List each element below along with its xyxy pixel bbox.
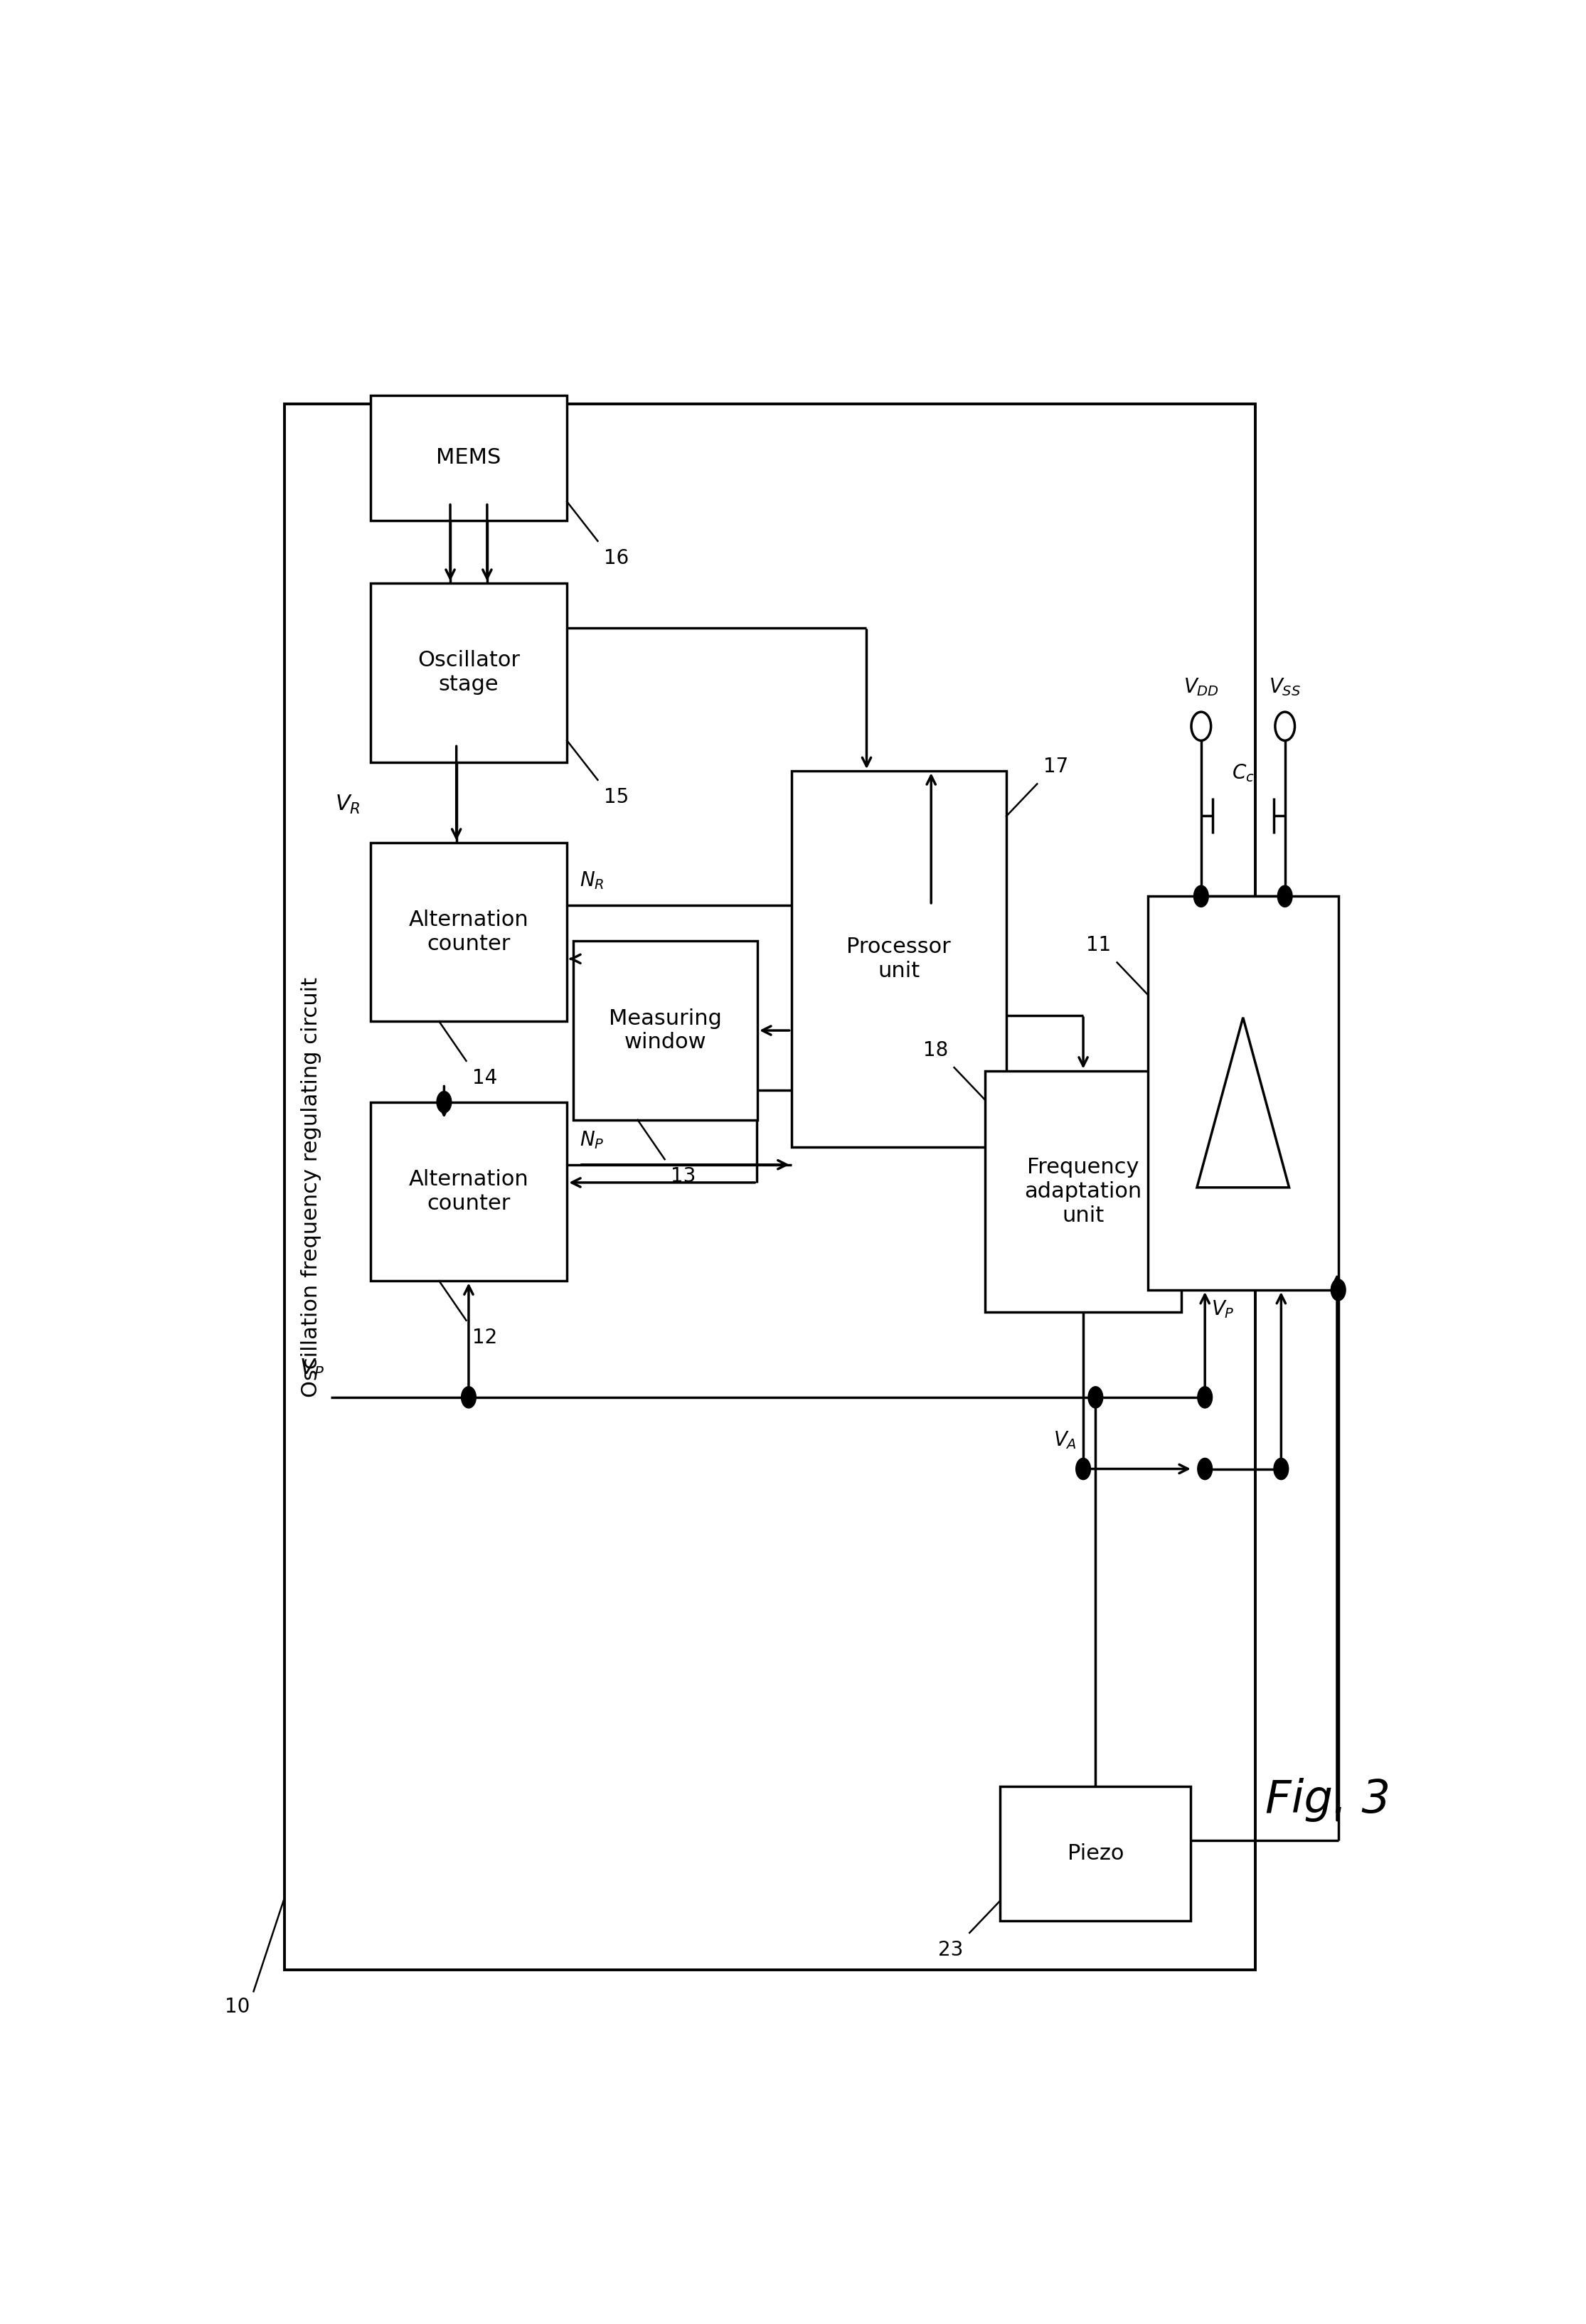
Text: $C_c$: $C_c$ — [1232, 762, 1255, 783]
FancyBboxPatch shape — [371, 583, 568, 762]
Circle shape — [1278, 885, 1293, 906]
Text: $V_{DD}$: $V_{DD}$ — [1183, 676, 1220, 697]
Circle shape — [462, 1387, 476, 1408]
Circle shape — [1194, 885, 1209, 906]
Text: 11: 11 — [1086, 934, 1110, 955]
Text: 16: 16 — [604, 548, 630, 567]
Text: $V_P$: $V_P$ — [300, 1357, 325, 1380]
Circle shape — [1331, 1278, 1345, 1301]
Text: MEMS: MEMS — [436, 449, 501, 467]
Text: Alternation
counter: Alternation counter — [409, 1169, 528, 1213]
Text: Frequency
adaptation
unit: Frequency adaptation unit — [1025, 1157, 1142, 1225]
Text: $V_{SS}$: $V_{SS}$ — [1269, 676, 1301, 697]
Text: 13: 13 — [671, 1167, 696, 1185]
FancyBboxPatch shape — [371, 395, 568, 521]
FancyBboxPatch shape — [573, 941, 758, 1120]
Text: Measuring
window: Measuring window — [609, 1009, 722, 1053]
FancyBboxPatch shape — [791, 772, 1007, 1146]
Text: 14: 14 — [473, 1069, 498, 1088]
Text: $V_P$: $V_P$ — [1212, 1299, 1234, 1320]
Text: Fig. 3: Fig. 3 — [1266, 1778, 1391, 1822]
Text: Piezo: Piezo — [1067, 1843, 1124, 1864]
FancyBboxPatch shape — [1001, 1787, 1191, 1920]
Text: 18: 18 — [923, 1041, 948, 1060]
Text: $V_A$: $V_A$ — [1053, 1429, 1077, 1450]
Text: $N_R$: $N_R$ — [579, 869, 604, 890]
Circle shape — [1274, 1457, 1288, 1480]
Circle shape — [1197, 1387, 1212, 1408]
Text: $V_R$: $V_R$ — [335, 792, 360, 816]
Text: $N_P$: $N_P$ — [579, 1129, 604, 1150]
Text: 10: 10 — [225, 1996, 251, 2017]
FancyBboxPatch shape — [1148, 897, 1339, 1290]
Text: 12: 12 — [473, 1327, 498, 1348]
FancyBboxPatch shape — [985, 1071, 1182, 1313]
Text: Processor
unit: Processor unit — [847, 937, 952, 981]
Text: 17: 17 — [1044, 758, 1069, 776]
FancyBboxPatch shape — [371, 844, 568, 1023]
Text: 15: 15 — [604, 788, 630, 806]
Text: 23: 23 — [939, 1941, 963, 1959]
Circle shape — [1197, 1457, 1212, 1480]
Text: Alternation
counter: Alternation counter — [409, 909, 528, 955]
Circle shape — [1075, 1457, 1091, 1480]
Text: Oscillation frequency regulating circuit: Oscillation frequency regulating circuit — [301, 976, 322, 1397]
FancyBboxPatch shape — [371, 1102, 568, 1281]
Circle shape — [1088, 1387, 1102, 1408]
Text: Oscillator
stage: Oscillator stage — [417, 651, 520, 695]
Circle shape — [436, 1092, 452, 1113]
